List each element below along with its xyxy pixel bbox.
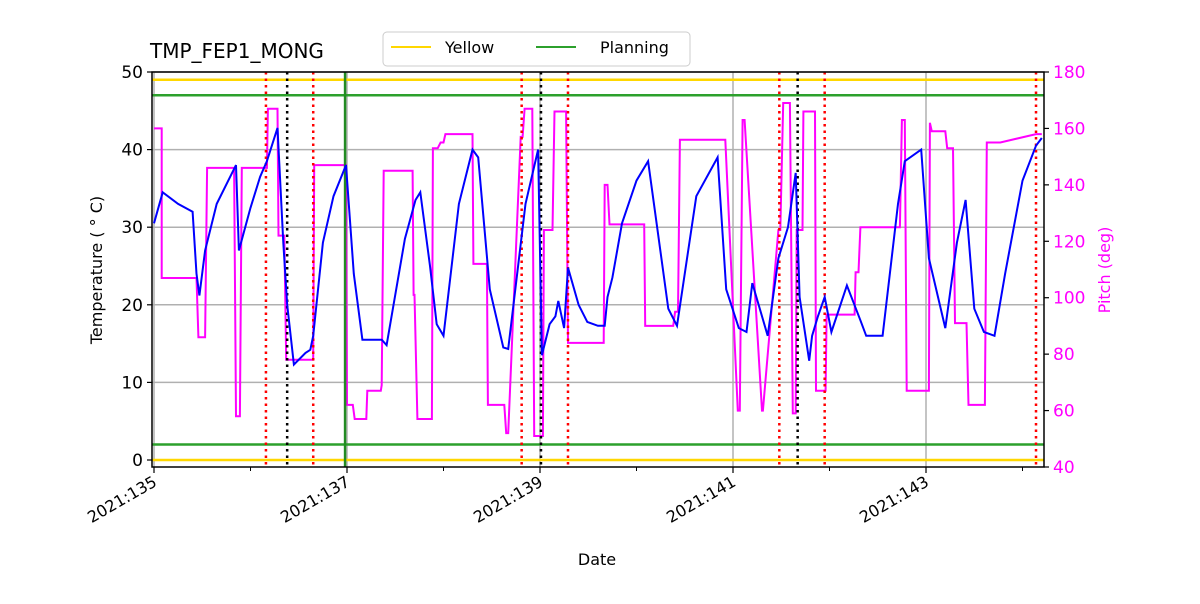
plot-frame [151,71,1045,468]
y-tick-label: 0 [132,451,143,471]
legend-yellow-label: Yellow [444,38,494,57]
y-right-tick-label: 140 [1053,176,1085,196]
y-right-tick-label: 160 [1053,119,1085,139]
y-right-tick-label: 40 [1053,458,1075,478]
y-tick-label: 10 [121,373,143,393]
temperature-series-line [153,127,1043,367]
y-tick-label: 40 [121,141,143,161]
y-right-tick-label: 60 [1053,402,1075,422]
y-tick-label: 20 [121,296,143,316]
chart-title: TMP_FEP1_MONG [149,39,324,63]
y-tick-label: 30 [121,218,143,238]
y-right-tick-label: 80 [1053,345,1075,365]
pitch-series-line [154,102,1042,437]
y-right-tick-label: 120 [1053,232,1085,252]
legend: Yellow Planning [382,31,691,67]
y-tick-label: 50 [121,63,143,83]
y-right-tick-label: 180 [1053,63,1085,83]
legend-box [382,31,691,67]
legend-planning-label: Planning [600,38,669,57]
x-axis-label: Date [578,550,616,569]
y-axis-right-label: Pitch (deg) [1095,227,1114,314]
y-right-tick-label: 100 [1053,289,1085,309]
y-axis-label: Temperature ( ° C) [87,196,106,345]
